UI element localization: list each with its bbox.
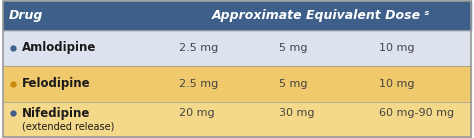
Text: Nifedipine: Nifedipine — [22, 107, 90, 120]
Text: (extended release): (extended release) — [22, 122, 114, 132]
Text: Drug: Drug — [9, 9, 44, 22]
Text: 10 mg: 10 mg — [379, 79, 415, 89]
Bar — [3, 102, 471, 137]
Text: Felodipine: Felodipine — [22, 77, 91, 90]
Text: Amlodipine: Amlodipine — [22, 41, 96, 54]
Text: 30 mg: 30 mg — [279, 108, 315, 118]
Text: Approximate Equivalent Dose ˢ: Approximate Equivalent Dose ˢ — [212, 9, 430, 22]
Text: 5 mg: 5 mg — [279, 43, 308, 53]
Text: 5 mg: 5 mg — [279, 79, 308, 89]
Text: 10 mg: 10 mg — [379, 43, 415, 53]
Bar — [3, 66, 471, 102]
Text: 60 mg-90 mg: 60 mg-90 mg — [379, 108, 455, 118]
Text: 20 mg: 20 mg — [180, 108, 215, 118]
Text: 2.5 mg: 2.5 mg — [180, 79, 219, 89]
Bar — [3, 1, 471, 30]
Text: 2.5 mg: 2.5 mg — [180, 43, 219, 53]
Bar — [3, 30, 471, 66]
